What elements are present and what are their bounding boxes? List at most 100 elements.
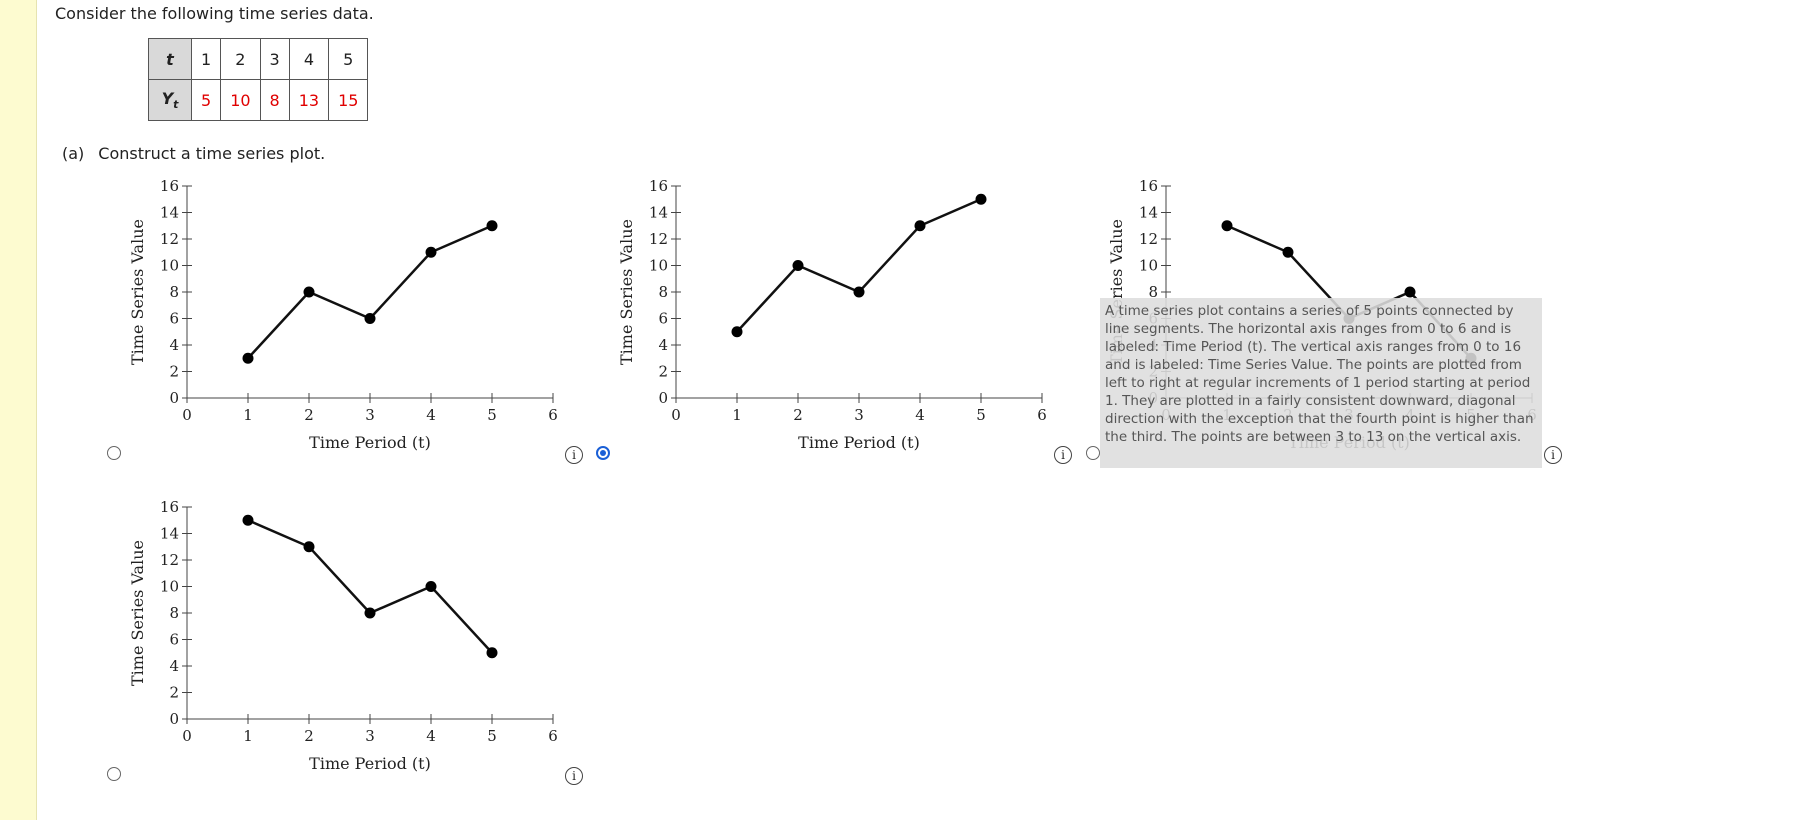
data-point — [242, 514, 254, 526]
y-tick-label: 16 — [649, 177, 668, 195]
option-c-radio[interactable] — [1086, 446, 1100, 460]
left-margin-bar — [0, 0, 37, 820]
data-point — [364, 607, 376, 619]
series-line — [736, 198, 982, 333]
y-tick-label: 8 — [658, 283, 668, 301]
x-tick-label: 1 — [243, 727, 253, 745]
part-label: (a) — [62, 144, 85, 163]
y-tick-label: 6 — [169, 631, 179, 649]
data-point — [1282, 246, 1294, 258]
y-tick-label: 4 — [169, 657, 179, 675]
data-point — [486, 220, 498, 232]
data-point — [792, 260, 804, 271]
plot-description-tooltip: A time series plot contains a series of … — [1100, 298, 1542, 468]
y-tick-label: 10 — [649, 257, 668, 275]
y-tick-label: 12 — [160, 551, 179, 569]
t-cell: 4 — [288, 38, 330, 80]
y-tick-label: 6 — [169, 310, 179, 328]
x-tick-label: 0 — [182, 406, 192, 424]
x-tick-label: 3 — [365, 406, 375, 424]
x-tick-label: 6 — [1037, 406, 1047, 424]
y-tick-label: 12 — [1139, 230, 1158, 248]
option-d-radio[interactable] — [107, 767, 121, 781]
x-tick-label: 5 — [487, 406, 497, 424]
y-axis-label: Time Series Value — [128, 219, 147, 365]
y-tick-label: 2 — [169, 363, 179, 381]
y-tick-label: 16 — [160, 177, 179, 195]
y-tick-label: 16 — [160, 498, 179, 516]
table-row-y: Yt 5 10 8 13 15 — [148, 79, 369, 121]
data-point — [1404, 286, 1416, 298]
data-point — [303, 541, 315, 553]
y-tick-label: 12 — [160, 230, 179, 248]
x-tick-label: 5 — [487, 727, 497, 745]
y-tick-label: 14 — [649, 204, 668, 222]
y-cell: 5 — [190, 79, 222, 121]
x-tick-label: 4 — [426, 727, 436, 745]
y-axis-label: Time Series Value — [617, 219, 636, 365]
x-axis-label: Time Period (t) — [309, 433, 431, 452]
x-tick-label: 3 — [854, 406, 864, 424]
x-tick-label: 3 — [365, 727, 375, 745]
y-tick-label: 16 — [1139, 177, 1158, 195]
y-cell: 8 — [259, 79, 290, 121]
y-tick-label: 4 — [169, 336, 179, 354]
x-tick-label: 2 — [304, 727, 314, 745]
x-axis-label: Time Period (t) — [309, 754, 431, 773]
y-tick-label: 6 — [658, 310, 668, 328]
y-cell: 10 — [220, 79, 261, 121]
intro-text: Consider the following time series data. — [55, 4, 374, 23]
y-header: Yt — [148, 79, 192, 121]
y-tick-label: 4 — [658, 336, 668, 354]
data-point — [364, 313, 376, 324]
data-point — [731, 326, 743, 338]
option-a-radio[interactable] — [107, 446, 121, 460]
y-tick-label: 8 — [169, 283, 179, 301]
data-point — [853, 286, 865, 298]
x-tick-label: 2 — [304, 406, 314, 424]
y-axis-label: Time Series Value — [128, 540, 147, 686]
y-tick-label: 8 — [1148, 283, 1158, 301]
option-d-info-icon[interactable]: i — [565, 767, 583, 785]
data-point — [425, 246, 437, 258]
y-tick-label: 2 — [658, 363, 668, 381]
y-tick-label: 10 — [160, 578, 179, 596]
x-tick-label: 1 — [243, 406, 253, 424]
x-tick-label: 0 — [671, 406, 681, 424]
y-tick-label: 12 — [649, 230, 668, 248]
y-tick-label: 0 — [658, 389, 668, 407]
data-point — [242, 352, 254, 364]
x-tick-label: 4 — [426, 406, 436, 424]
option-b-radio[interactable] — [596, 446, 610, 460]
y-tick-label: 8 — [169, 604, 179, 622]
x-tick-label: 6 — [548, 727, 558, 745]
series-line — [247, 224, 493, 360]
part-text: Construct a time series plot. — [98, 144, 326, 163]
t-cell: 2 — [220, 38, 261, 80]
option-c-info-icon[interactable]: i — [1544, 446, 1562, 464]
y-tick-label: 14 — [1139, 204, 1158, 222]
option-b-info-icon[interactable]: i — [1054, 446, 1072, 464]
data-point — [975, 193, 987, 205]
y-tick-label: 2 — [169, 684, 179, 702]
data-point — [486, 647, 498, 659]
data-point — [303, 286, 315, 298]
data-point — [425, 581, 437, 592]
y-tick-label: 10 — [1139, 257, 1158, 275]
data-table: t 1 2 3 4 5 Yt 5 10 8 13 15 — [148, 38, 369, 121]
table-row-t: t 1 2 3 4 5 — [148, 38, 369, 80]
y-cell: 13 — [288, 79, 330, 121]
t-cell: 5 — [328, 38, 369, 80]
x-tick-label: 0 — [182, 727, 192, 745]
t-cell: 1 — [190, 38, 222, 80]
t-cell: 3 — [259, 38, 290, 80]
data-point — [914, 220, 926, 232]
y-tick-label: 0 — [169, 389, 179, 407]
x-tick-label: 4 — [915, 406, 925, 424]
x-tick-label: 2 — [793, 406, 803, 424]
option-a-info-icon[interactable]: i — [565, 446, 583, 464]
y-cell: 15 — [328, 79, 369, 121]
x-axis-label: Time Period (t) — [798, 433, 920, 452]
